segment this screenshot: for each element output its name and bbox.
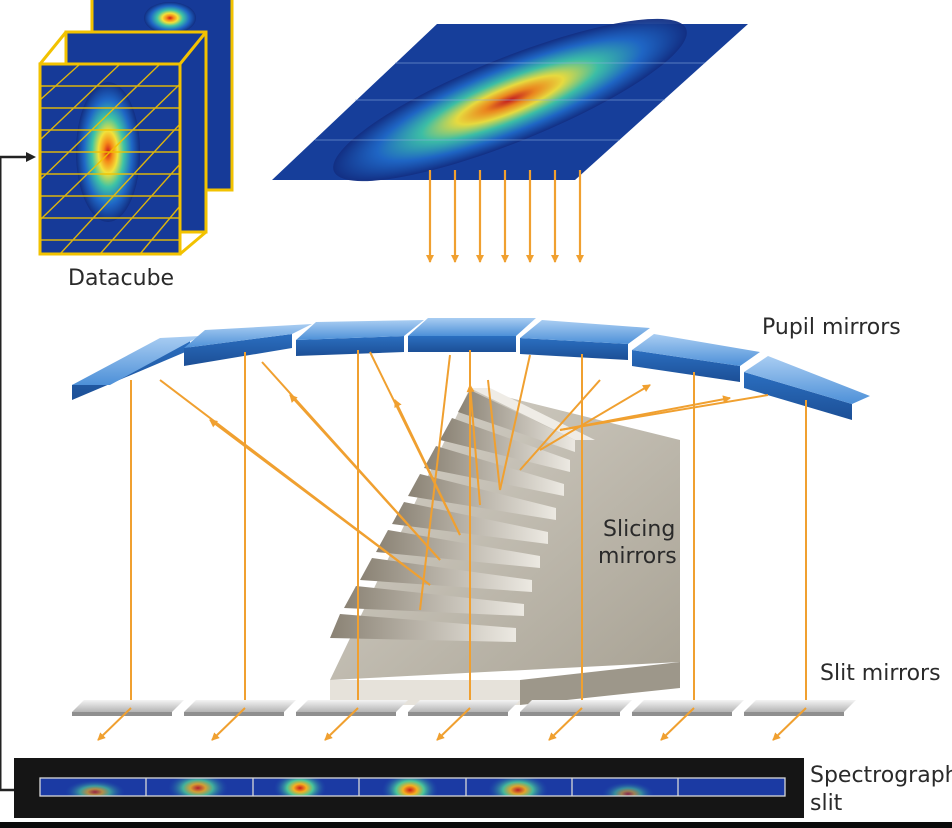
reflected-rays	[159, 351, 769, 611]
slit-mirror	[296, 700, 408, 716]
vertical-rays	[130, 350, 807, 712]
datacube-layer-front	[38, 31, 208, 256]
pupil-mirror	[72, 336, 200, 400]
slit-mirror	[520, 700, 632, 716]
pupil-mirror	[184, 324, 312, 366]
slit-mirror	[744, 700, 856, 716]
spectrograph-slit-label-line1: Spectrograph	[810, 763, 952, 788]
slit-mirror	[632, 700, 744, 716]
feedback-line	[0, 152, 36, 792]
output-rays	[97, 707, 807, 741]
pupil-mirror	[408, 318, 536, 352]
pupil-mirrors-label: Pupil mirrors	[762, 315, 901, 340]
spectrograph-slit: Spectrograph slit	[14, 758, 952, 818]
slit-mirrors: Slit mirrors	[72, 661, 941, 716]
pupil-mirror	[744, 356, 870, 420]
slit-mirror	[72, 700, 184, 716]
spectrograph-slit-label-line2: slit	[810, 791, 843, 816]
sky-image	[272, 18, 748, 182]
datacube-label: Datacube	[68, 266, 174, 291]
pupil-mirror	[520, 320, 650, 360]
slicing-mirrors: Slicing mirrors	[330, 388, 680, 705]
pupil-mirror	[632, 334, 760, 382]
slicing-mirrors-label-line1: Slicing	[603, 517, 675, 542]
bottom-edge	[0, 822, 952, 828]
pupil-mirror	[296, 320, 424, 356]
slicer-steps	[330, 390, 575, 642]
datacube: Datacube	[38, 0, 234, 291]
slit-mirror	[184, 700, 296, 716]
input-rays	[426, 170, 584, 263]
slit-mirrors-label: Slit mirrors	[820, 661, 941, 686]
pupil-mirrors: Pupil mirrors	[72, 315, 901, 420]
slit-mirror	[408, 700, 520, 716]
slicing-mirrors-label-line2: mirrors	[598, 544, 677, 569]
